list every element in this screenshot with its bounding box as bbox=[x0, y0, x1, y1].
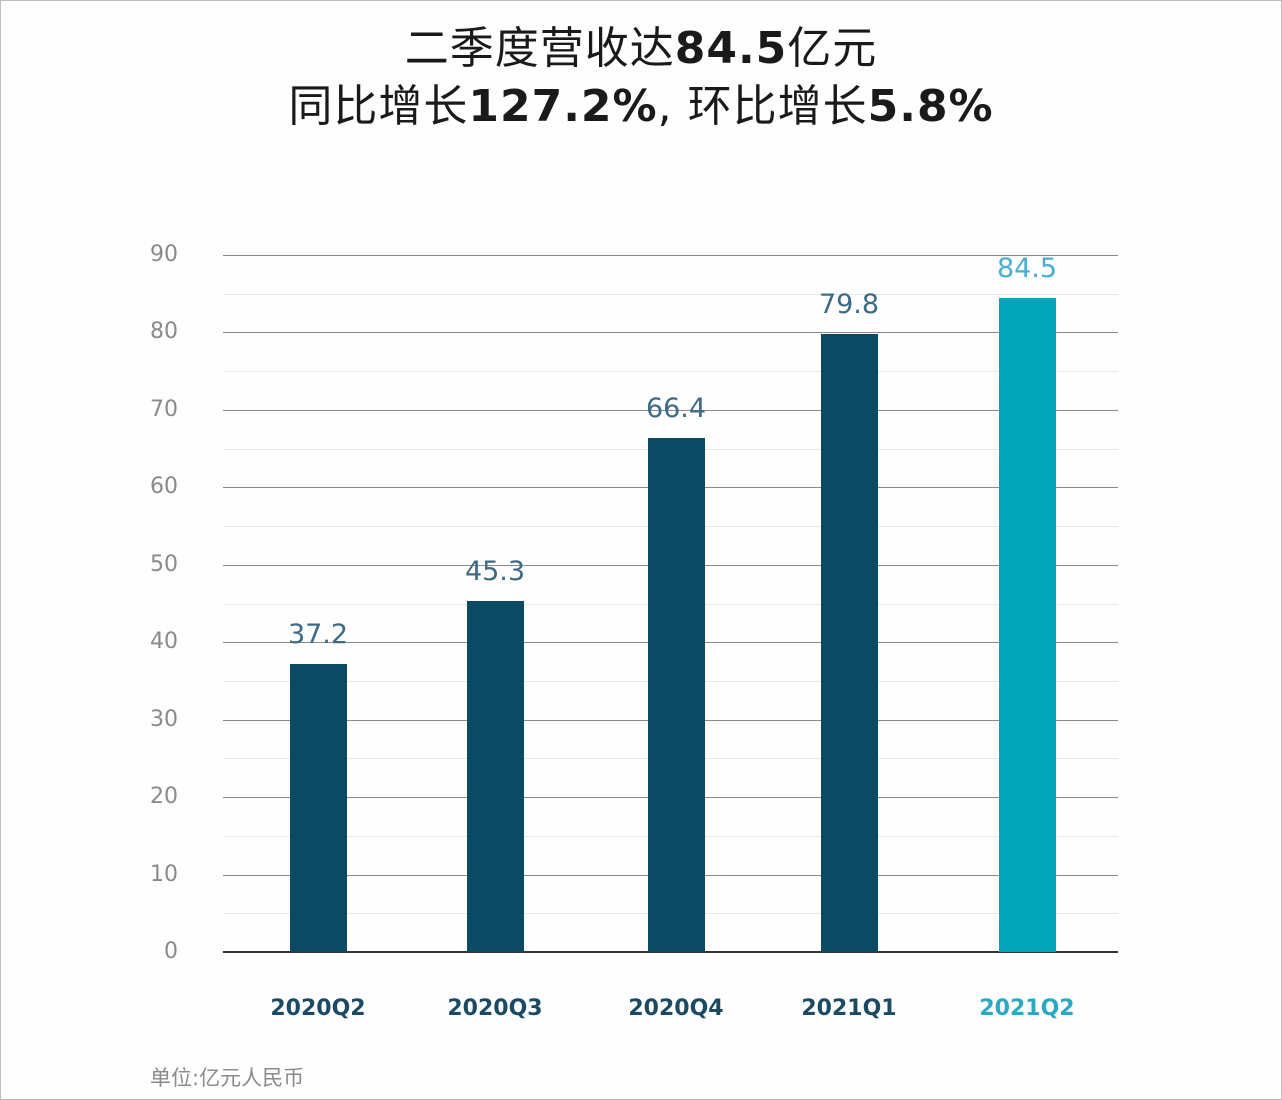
bar-value-label: 84.5 bbox=[996, 252, 1058, 284]
chart-title-line-2: 同比增长127.2%, 环比增长5.8% bbox=[0, 70, 1282, 134]
title-text: 二季度营收达 bbox=[404, 23, 675, 74]
bar-value-label: 37.2 bbox=[287, 618, 349, 650]
bar-2021Q2 bbox=[999, 297, 1056, 952]
gridline-minor bbox=[223, 294, 1118, 295]
y-axis-tick-label: 20 bbox=[150, 784, 178, 810]
y-axis-tick-label: 50 bbox=[150, 551, 178, 577]
gridline-major bbox=[223, 410, 1118, 411]
title-revenue-value: 84.5 bbox=[674, 23, 788, 74]
bar-2021Q1 bbox=[821, 333, 878, 952]
x-axis-category-label: 2020Q2 bbox=[270, 996, 366, 1021]
y-axis-tick-label: 40 bbox=[150, 629, 178, 655]
bar-value-label: 45.3 bbox=[464, 556, 526, 588]
title-unit: 亿元 bbox=[787, 23, 878, 74]
y-axis-tick-label: 30 bbox=[150, 706, 178, 732]
bar-value-label: 79.8 bbox=[818, 288, 880, 320]
bar-2020Q2 bbox=[290, 663, 347, 952]
bar-2020Q3 bbox=[467, 601, 524, 952]
qoq-value: 5.8% bbox=[867, 81, 994, 132]
x-axis-category-label: 2020Q4 bbox=[628, 996, 724, 1021]
bar-2020Q4 bbox=[648, 437, 705, 952]
unit-note: 单位:亿元人民币 bbox=[150, 1066, 305, 1090]
yoy-label: 同比增长 bbox=[288, 81, 469, 132]
y-axis-tick-label: 80 bbox=[150, 319, 178, 345]
y-axis-tick-label: 0 bbox=[164, 939, 178, 964]
gridline-minor bbox=[223, 371, 1118, 372]
gridline-major bbox=[223, 255, 1118, 256]
x-axis-category-label: 2021Q1 bbox=[801, 996, 897, 1021]
bar-value-label: 66.4 bbox=[645, 392, 707, 424]
x-axis-line bbox=[223, 951, 1118, 953]
yoy-value: 127.2% bbox=[468, 81, 658, 132]
y-axis-tick-label: 90 bbox=[150, 242, 178, 267]
x-axis-category-label: 2021Q2 bbox=[979, 996, 1075, 1021]
x-axis-category-label: 2020Q3 bbox=[447, 996, 543, 1021]
chart-title-line-1: 二季度营收达84.5亿元 bbox=[0, 12, 1282, 76]
qoq-label: , 环比增长 bbox=[657, 81, 868, 132]
y-axis-tick-label: 70 bbox=[150, 396, 178, 422]
y-axis-tick-label: 60 bbox=[150, 474, 178, 500]
y-axis-tick-label: 10 bbox=[150, 861, 178, 887]
gridline-major bbox=[223, 332, 1118, 333]
